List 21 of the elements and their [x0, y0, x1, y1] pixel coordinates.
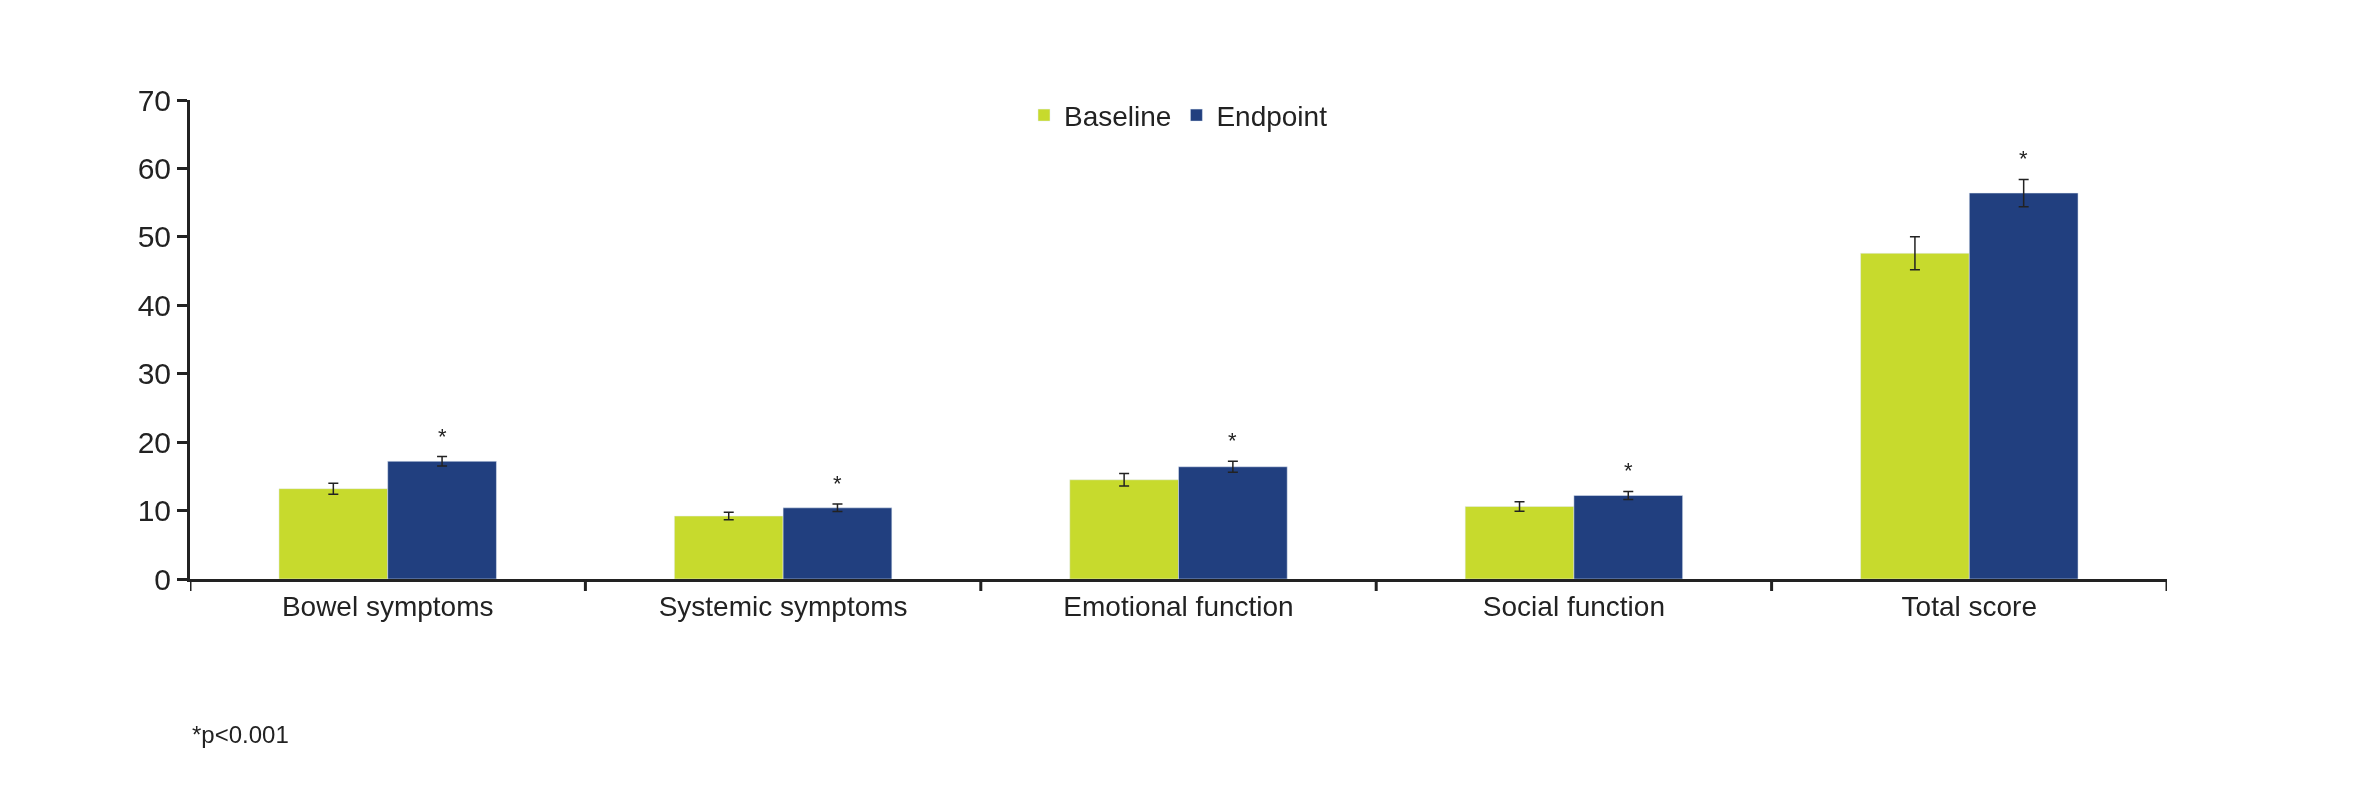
y-tick-label: 20	[137, 425, 171, 459]
text: *p<0.001	[192, 721, 289, 748]
x-tick-label: Social function	[1482, 590, 1665, 622]
y-tick-label: 70	[137, 83, 171, 117]
y-tick-label: 30	[137, 357, 171, 391]
annotation: *	[1228, 428, 1237, 453]
x-tick-label: Total score	[1901, 590, 2037, 622]
y-tick-label: 10	[137, 494, 171, 528]
y-tick-label: 0	[154, 562, 171, 596]
annotation: *	[2019, 146, 2028, 171]
y-tick-label: 40	[137, 288, 171, 322]
legend-label: Baseline	[1064, 101, 1172, 133]
y-tick-label: 50	[137, 220, 171, 254]
annotation: *	[438, 424, 447, 449]
annotation: *	[1624, 458, 1633, 483]
x-tick-label: Emotional function	[1063, 590, 1294, 622]
annotation: *	[833, 471, 842, 496]
y-tick-label: 60	[137, 151, 171, 185]
x-tick-label: Bowel symptoms	[281, 590, 494, 622]
x-tick-label: Systemic symptoms	[658, 590, 908, 622]
legend-label: Endpoint	[1216, 101, 1328, 133]
